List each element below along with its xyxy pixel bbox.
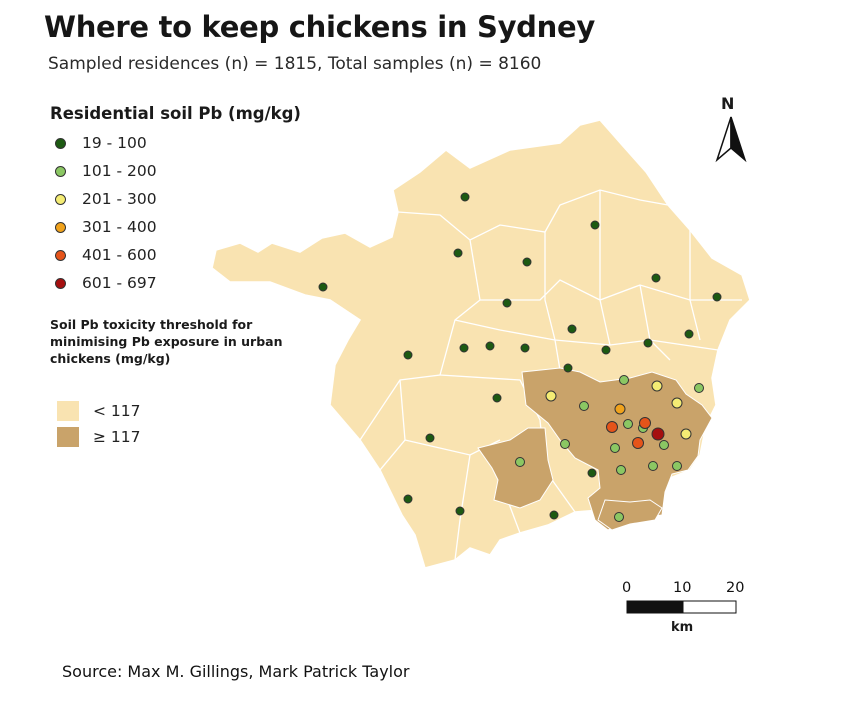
threshold-title: Soil Pb toxicity threshold for minimisin… — [50, 317, 283, 366]
zone-swatch-dark — [57, 427, 79, 447]
legend-title: Residential soil Pb (mg/kg) — [50, 104, 301, 123]
site-dot — [590, 220, 600, 230]
legend-dot-dark-green — [55, 137, 66, 149]
legend-item-301-400: 301 - 400 — [52, 216, 157, 238]
site-dot — [522, 257, 532, 267]
site-dot — [614, 403, 626, 415]
site-dot — [614, 512, 624, 522]
north-arrow-icon — [715, 116, 747, 163]
site-dot — [619, 375, 629, 385]
site-dot — [492, 393, 502, 403]
site-dot — [587, 468, 597, 478]
site-dot — [403, 494, 413, 504]
zone-label: ≥ 117 — [93, 428, 141, 446]
legend-label: 601 - 697 — [82, 274, 157, 292]
site-dot — [515, 457, 525, 467]
legend-item-19-100: 19 - 100 — [52, 132, 147, 154]
zone-label: < 117 — [93, 402, 141, 420]
zone-swatch-light — [57, 401, 79, 421]
sample-sites — [318, 192, 722, 522]
site-dot — [567, 324, 577, 334]
site-dot — [643, 338, 653, 348]
site-dot — [453, 248, 463, 258]
site-dot — [606, 421, 618, 433]
site-dot — [610, 443, 620, 453]
region-high-pb-west — [477, 427, 554, 509]
site-dot — [318, 282, 328, 292]
legend-label: 401 - 600 — [82, 246, 157, 264]
site-dot — [545, 390, 557, 402]
zone-item-above: ≥ 117 — [57, 426, 141, 448]
site-dot — [520, 343, 530, 353]
legend-dot-light-green — [55, 165, 66, 177]
zone-item-below: < 117 — [57, 400, 141, 422]
site-dot — [639, 417, 651, 429]
scale-tick-0: 0 — [622, 580, 632, 596]
site-dot — [485, 341, 495, 351]
region-base — [211, 119, 751, 569]
site-dot — [651, 273, 661, 283]
site-dot — [560, 439, 570, 449]
scale-bar — [626, 600, 737, 614]
site-dot — [502, 298, 512, 308]
site-dot — [601, 345, 611, 355]
legend-label: 301 - 400 — [82, 218, 157, 236]
legend-item-201-300: 201 - 300 — [52, 188, 157, 210]
site-dot — [460, 192, 470, 202]
site-dot — [659, 440, 669, 450]
source-credit: Source: Max M. Gillings, Mark Patrick Ta… — [62, 662, 410, 681]
site-dot — [563, 363, 573, 373]
site-dot — [425, 433, 435, 443]
scale-tick-10: 10 — [673, 580, 692, 596]
legend-dot-orange — [55, 221, 66, 233]
legend-item-101-200: 101 - 200 — [52, 160, 157, 182]
legend-item-601-697: 601 - 697 — [52, 272, 157, 294]
legend-label: 19 - 100 — [82, 134, 147, 152]
site-dot — [579, 401, 589, 411]
site-dot — [651, 427, 665, 441]
site-dot — [632, 437, 644, 449]
legend-label: 101 - 200 — [82, 162, 157, 180]
scale-tick-20: 20 — [726, 580, 745, 596]
site-dot — [680, 428, 692, 440]
site-dot — [616, 465, 626, 475]
legend-item-401-600: 401 - 600 — [52, 244, 157, 266]
site-dot — [459, 343, 469, 353]
site-dot — [672, 461, 682, 471]
legend-dot-red-orange — [55, 249, 66, 261]
site-dot — [648, 461, 658, 471]
site-dot — [623, 419, 633, 429]
map-subtitle: Sampled residences (n) = 1815, Total sam… — [48, 54, 542, 74]
site-dot — [671, 397, 683, 409]
site-dot — [712, 292, 722, 302]
site-dot — [403, 350, 413, 360]
legend-label: 201 - 300 — [82, 190, 157, 208]
site-dot — [694, 383, 704, 393]
legend-dot-dark-red — [55, 277, 66, 289]
site-dot — [549, 510, 559, 520]
site-dot — [684, 329, 694, 339]
site-dot — [455, 506, 465, 516]
map-title: Where to keep chickens in Sydney — [44, 10, 595, 44]
legend-dot-yellow — [55, 193, 66, 205]
north-label: N — [721, 94, 735, 113]
scale-unit: km — [671, 620, 694, 635]
region-high-pb-south — [597, 499, 663, 531]
site-dot — [651, 380, 663, 392]
